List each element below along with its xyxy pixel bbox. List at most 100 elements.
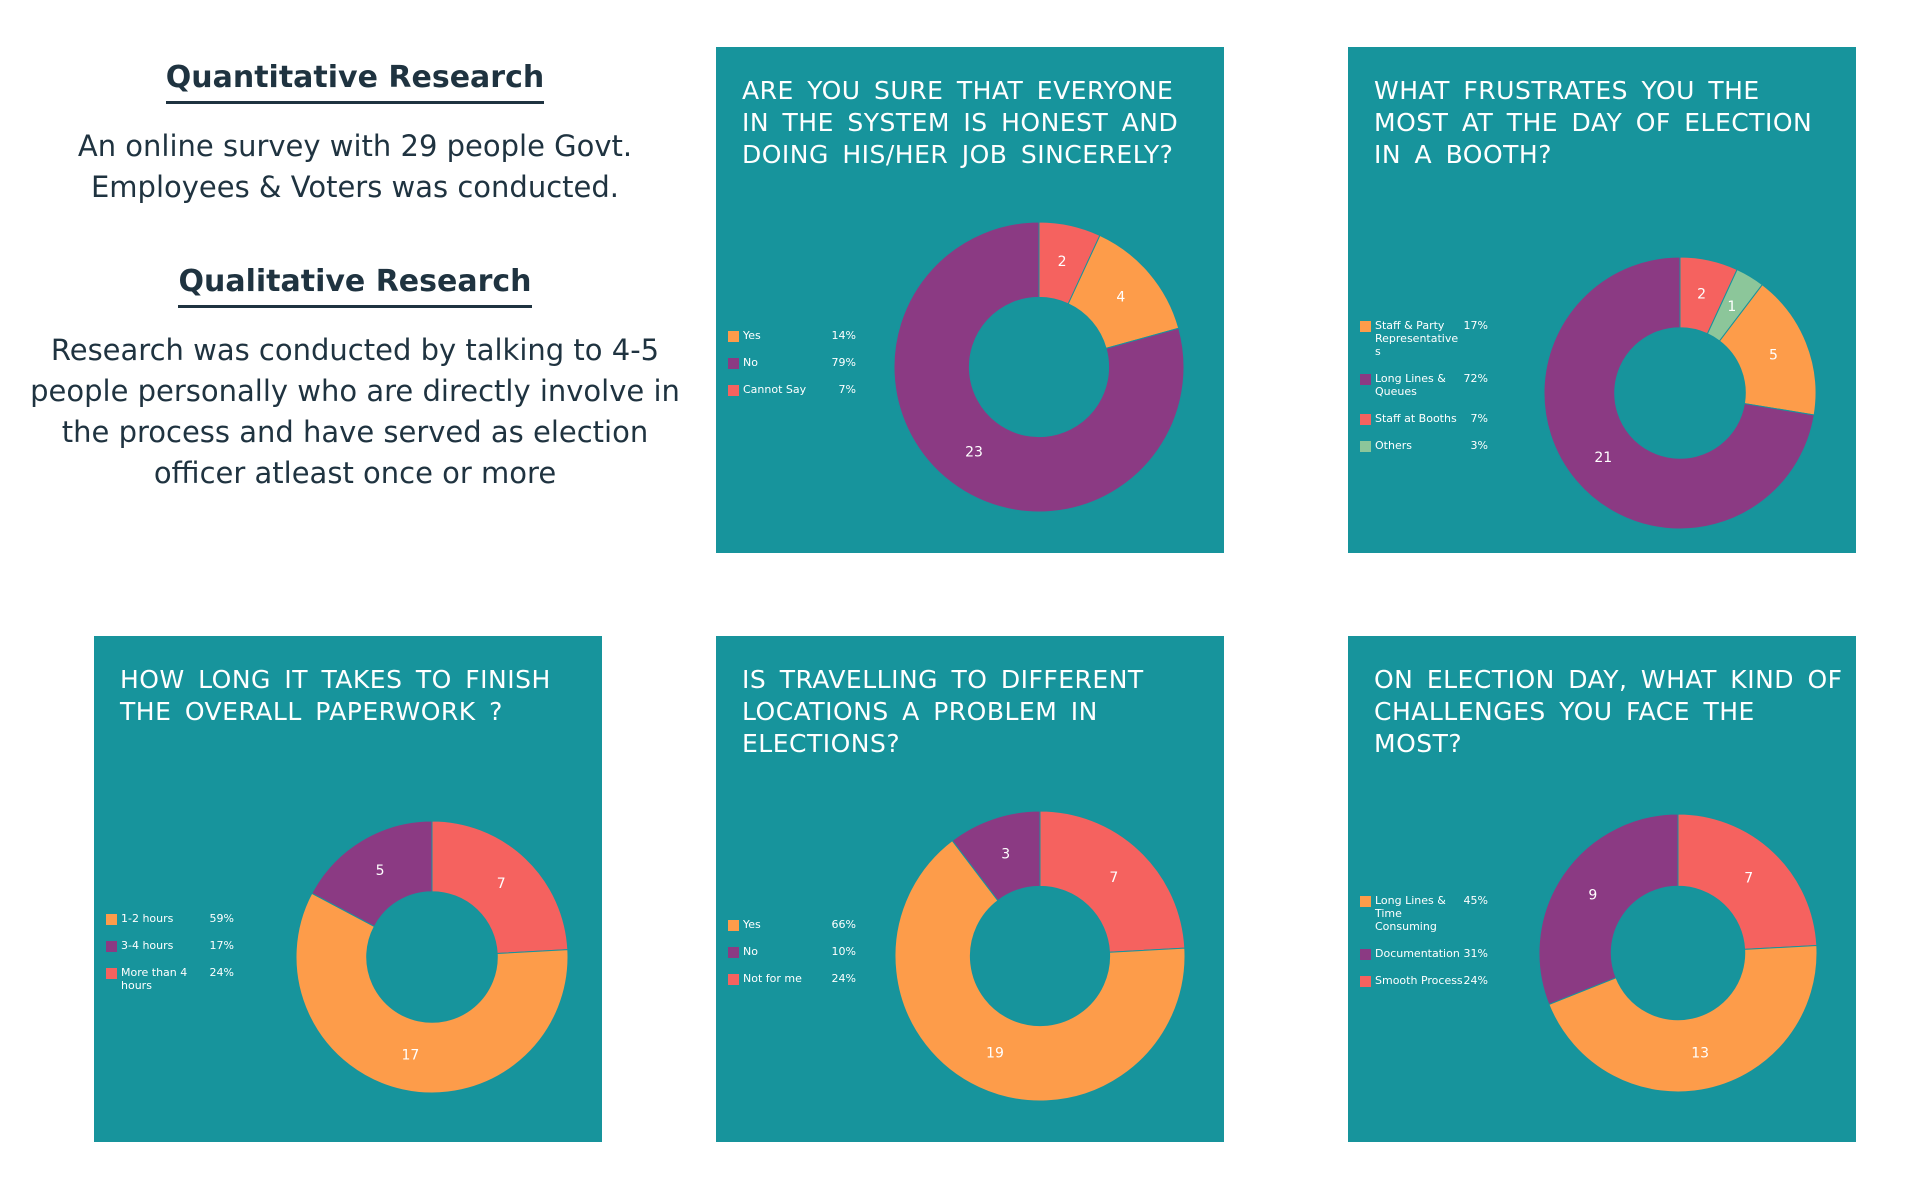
legend-swatch xyxy=(106,968,117,979)
legend-label: No xyxy=(743,945,758,958)
legend-percent: 10% xyxy=(831,945,856,958)
qualitative-heading: Qualitative Research xyxy=(178,264,532,308)
legend-swatch xyxy=(1360,949,1371,960)
quantitative-text: An online survey with 29 people Govt. Em… xyxy=(77,129,633,204)
legend-percent: 72% xyxy=(1463,372,1488,385)
legend-percent: 59% xyxy=(209,912,234,925)
legend-percent: 66% xyxy=(831,918,856,931)
legend-swatch xyxy=(728,920,739,931)
slice-value-label: 21 xyxy=(1594,450,1612,466)
donut-chart: 7 17 5 xyxy=(295,820,569,1094)
donut-slice-long-lines-time-consuming xyxy=(1548,944,1818,1093)
donut-slice-3-4-hours xyxy=(311,820,433,928)
legend-swatch xyxy=(106,941,117,952)
chart-legend: 1-2 hours 59% 3-4 hours 17% More than 4 hour… xyxy=(106,912,234,1006)
chart-title: HOW LONG IT TAKES TO FINISH THE OVERALL … xyxy=(120,665,551,726)
legend-percent: 14% xyxy=(831,329,856,342)
legend-label: Long Lines & Queues xyxy=(1375,372,1446,398)
legend-label: Cannot Say xyxy=(743,383,807,396)
legend-swatch xyxy=(1360,414,1371,425)
donut-slice-documentation xyxy=(1538,813,1679,1006)
legend-item: Staff at Booths 7% xyxy=(1360,412,1488,425)
slice-value-label: 2 xyxy=(1697,287,1706,303)
donut-slice-1-2-hours xyxy=(295,892,569,1094)
legend-label: Others xyxy=(1375,439,1412,452)
donut-chart: 2 4 23 xyxy=(893,221,1185,513)
chart-title: ON ELECTION DAY, WHAT KIND OF CHALLENGES… xyxy=(1374,665,1843,758)
legend-swatch xyxy=(728,385,739,396)
qualitative-text: Research was conducted by talking to 4-5… xyxy=(30,333,680,490)
legend-item: Others 3% xyxy=(1360,439,1488,452)
legend-swatch xyxy=(1360,896,1371,907)
legend-swatch xyxy=(728,947,739,958)
slice-value-label: 17 xyxy=(401,1047,419,1063)
donut-slice-more-than-4-hours xyxy=(431,820,569,954)
legend-label: Staff at Booths xyxy=(1375,412,1457,425)
legend-percent: 3% xyxy=(1470,439,1488,452)
slice-value-label: 7 xyxy=(1109,870,1118,886)
donut-slice-not-for-me xyxy=(1039,810,1186,953)
legend-swatch xyxy=(728,358,739,369)
legend-label: Not for me xyxy=(743,972,802,985)
slice-value-label: 19 xyxy=(986,1045,1004,1061)
legend-percent: 7% xyxy=(838,383,856,396)
chart-card-travelling: IS TRAVELLING TO DIFFERENT LOCATIONS A P… xyxy=(716,636,1224,1142)
slice-value-label: 1 xyxy=(1727,299,1736,315)
legend-item: Cannot Say 7% xyxy=(728,383,856,396)
chart-title: IS TRAVELLING TO DIFFERENT LOCATIONS A P… xyxy=(742,665,1144,758)
legend-label: 3-4 hours xyxy=(121,939,174,952)
slice-value-label: 23 xyxy=(965,444,983,460)
chart-legend: Long Lines & Time Consuming 45% Documentat… xyxy=(1360,894,1488,1001)
legend-percent: 31% xyxy=(1463,947,1488,960)
legend-percent: 17% xyxy=(209,939,234,952)
legend-item: No 79% xyxy=(728,356,856,369)
chart-card-frustrations: WHAT FRUSTRATES YOU THE MOST AT THE DAY … xyxy=(1348,47,1856,553)
legend-swatch xyxy=(1360,321,1371,332)
legend-label: Staff & Party Representative s xyxy=(1375,319,1459,358)
legend-item: Smooth Process 24% xyxy=(1360,974,1488,987)
legend-swatch xyxy=(728,331,739,342)
donut-chart: 7 13 9 xyxy=(1538,813,1818,1093)
legend-item: 1-2 hours 59% xyxy=(106,912,234,925)
legend-label: Documentation xyxy=(1375,947,1460,960)
chart-legend: Yes 66% No 10% Not for me 24% xyxy=(728,918,856,999)
legend-label: Long Lines & Time Consuming xyxy=(1375,894,1446,933)
legend-percent: 24% xyxy=(1463,974,1488,987)
legend-label: Yes xyxy=(743,918,761,931)
legend-percent: 7% xyxy=(1470,412,1488,425)
slice-value-label: 7 xyxy=(497,876,506,892)
legend-label: Smooth Process xyxy=(1375,974,1463,987)
legend-item: Yes 14% xyxy=(728,329,856,342)
legend-percent: 45% xyxy=(1463,894,1488,907)
legend-item: 3-4 hours 17% xyxy=(106,939,234,952)
legend-item: Staff & Party Representative s 17% xyxy=(1360,319,1488,358)
legend-label: Yes xyxy=(743,329,761,342)
legend-percent: 24% xyxy=(831,972,856,985)
chart-legend: Yes 14% No 79% Cannot Say 7% xyxy=(728,329,856,410)
donut-slice-no xyxy=(893,221,1185,513)
donut-slice-no xyxy=(951,810,1041,902)
chart-legend: Staff & Party Representative s 17% Long Li… xyxy=(1360,319,1488,466)
donut-slice-staff-party-representative-s xyxy=(1718,284,1817,416)
legend-percent: 17% xyxy=(1463,319,1488,332)
slice-value-label: 13 xyxy=(1691,1045,1709,1061)
legend-item: Long Lines & Queues 72% xyxy=(1360,372,1488,398)
legend-swatch xyxy=(106,914,117,925)
legend-label: No xyxy=(743,356,758,369)
donut-slice-long-lines-queues xyxy=(1543,256,1815,530)
chart-card-paperwork: HOW LONG IT TAKES TO FINISH THE OVERALL … xyxy=(94,636,602,1142)
chart-title: WHAT FRUSTRATES YOU THE MOST AT THE DAY … xyxy=(1374,76,1813,169)
donut-chart: 7 19 3 xyxy=(894,810,1186,1102)
legend-label: More than 4 hours xyxy=(121,966,188,992)
legend-swatch xyxy=(1360,976,1371,987)
legend-percent: 79% xyxy=(831,356,856,369)
quantitative-heading: Quantitative Research xyxy=(165,60,545,104)
slice-value-label: 3 xyxy=(1001,846,1010,862)
slice-value-label: 5 xyxy=(1769,348,1778,364)
legend-item: Documentation 31% xyxy=(1360,947,1488,960)
chart-card-honesty: ARE YOU SURE THAT EVERYONE IN THE SYSTEM… xyxy=(716,47,1224,553)
legend-swatch xyxy=(728,974,739,985)
legend-swatch xyxy=(1360,374,1371,385)
donut-slice-yes xyxy=(894,839,1186,1102)
